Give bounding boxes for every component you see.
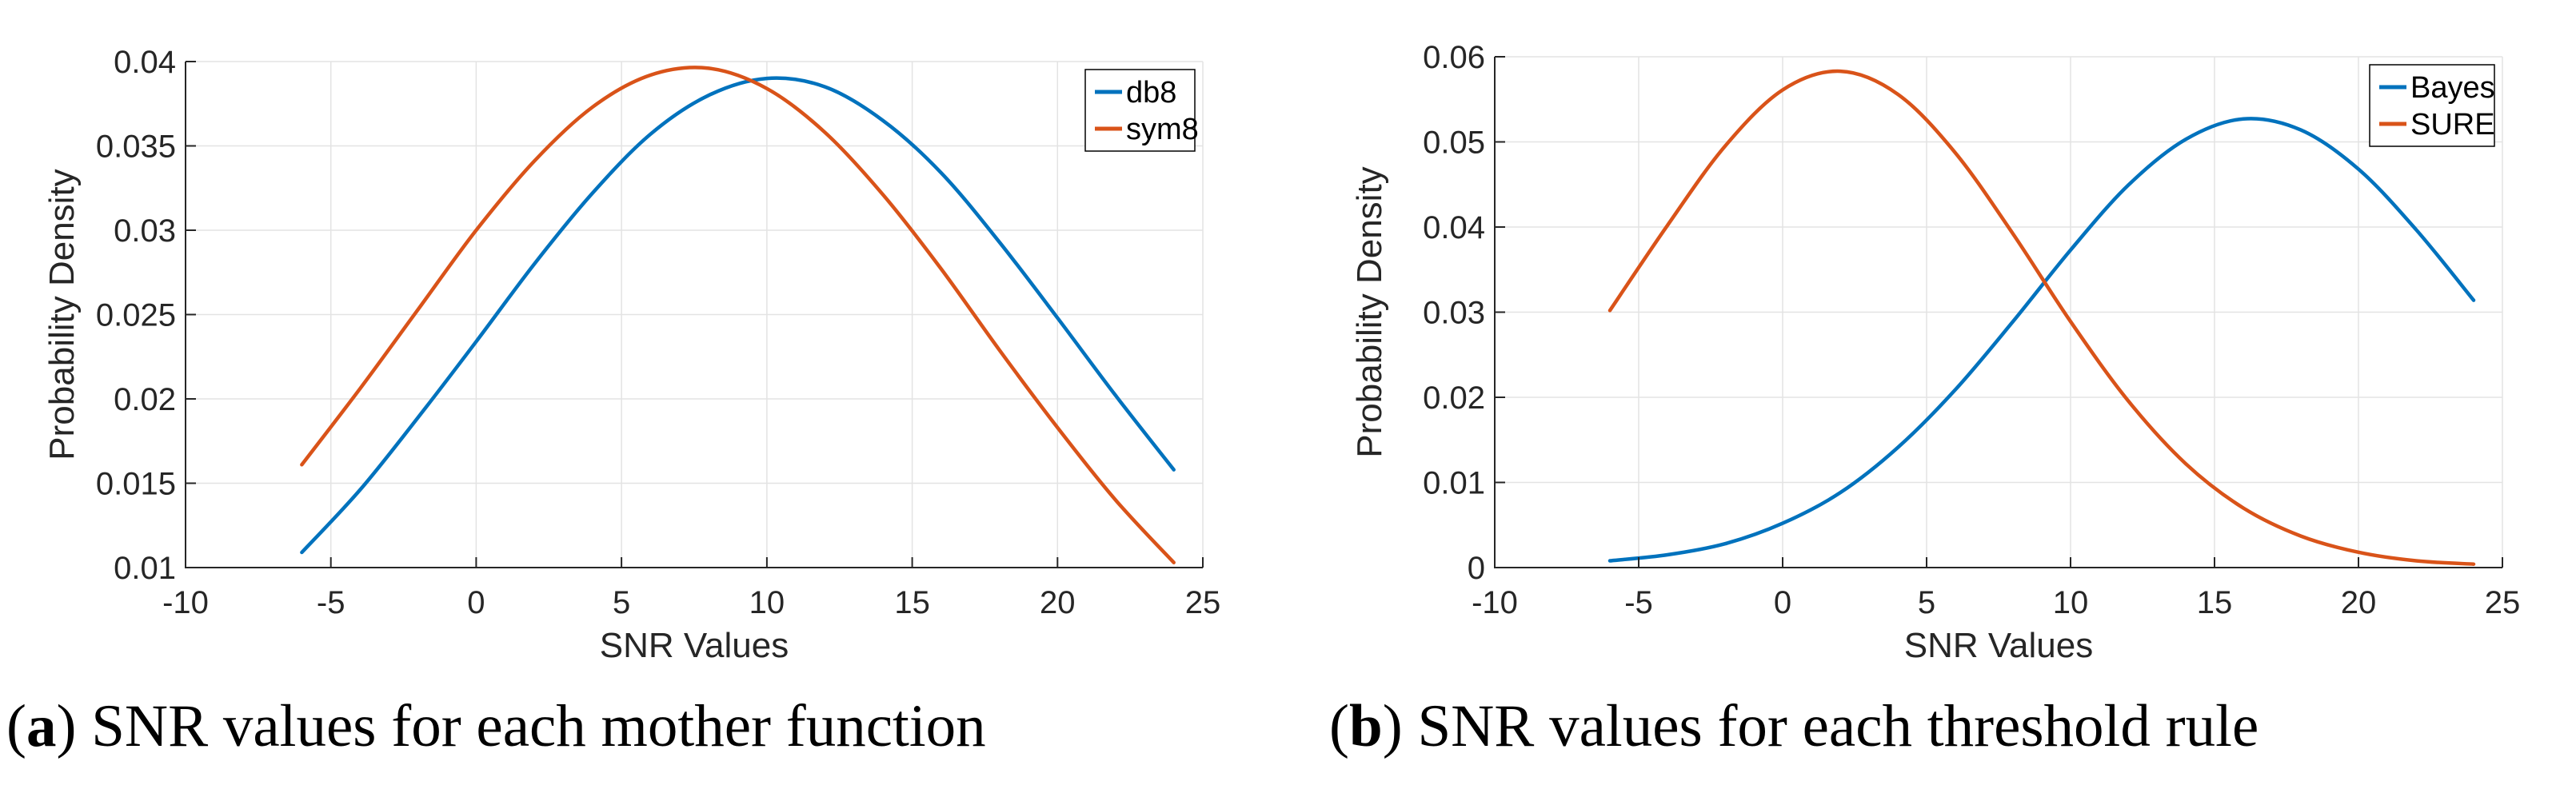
y-tick-label: 0 (1468, 551, 1485, 586)
caption-b-paren-close: ) (1382, 693, 1403, 759)
x-tick-label: -5 (1624, 585, 1653, 620)
legend-label-sure: SURE (2410, 108, 2495, 141)
caption-b: (b) SNR values for each threshold rule (1329, 696, 2258, 756)
legend-box (2369, 64, 2495, 147)
x-tick-label: 0 (467, 585, 485, 620)
curve-sym8 (300, 66, 1176, 564)
chart-a-canvas: -10 -5 0 5 10 15 20 25 0.01 0.015 0.02 0.025 0.03 0.0… (42, 45, 1221, 665)
x-tick-label: 10 (2053, 585, 2089, 620)
curve-db8 (300, 76, 1176, 555)
caption-b-letter: b (1348, 693, 1383, 759)
x-axis-label: SNR Values (600, 626, 789, 665)
legend-label-sym8: sym8 (1126, 113, 1199, 146)
x-tick-label: 5 (613, 585, 630, 620)
y-tick-label: 0.05 (1423, 126, 1485, 161)
x-tick-label: 15 (2197, 585, 2233, 620)
y-tick-label: 0.04 (114, 45, 176, 80)
x-tick-label: 25 (1185, 585, 1221, 620)
x-tick-label: -5 (317, 585, 345, 620)
x-axis-label: SNR Values (1904, 626, 2093, 665)
x-tick-label: 10 (749, 585, 785, 620)
x-tick-label: -10 (162, 585, 209, 620)
y-tick-label: 0.025 (96, 298, 176, 333)
y-tick-label: 0.02 (114, 382, 176, 417)
curve-sure (1608, 69, 2476, 566)
legend-label-db8: db8 (1126, 76, 1176, 110)
x-tick-label: 15 (894, 585, 930, 620)
x-tick-label: 20 (2341, 585, 2377, 620)
caption-a-letter: a (26, 693, 57, 759)
caption-b-text: SNR values for each threshold rule (1402, 693, 2259, 759)
chart-b-canvas: -10 -5 0 5 10 15 20 25 0 0.01 0.02 0.03 0.04 0.05 0.06… (1350, 40, 2521, 665)
x-tick-label: 5 (1918, 585, 1935, 620)
x-tick-label: 0 (1774, 585, 1791, 620)
y-axis-label: Probability Density (1350, 166, 1389, 457)
x-tick-label: 25 (2485, 585, 2521, 620)
y-tick-label: 0.04 (1423, 210, 1485, 245)
legend-label-bayes: Bayes (2410, 71, 2495, 105)
y-tick-label: 0.03 (1423, 296, 1485, 331)
y-tick-label: 0.03 (114, 213, 176, 249)
caption-a-paren-close: ) (56, 693, 77, 759)
caption-b-paren-open: ( (1329, 693, 1349, 759)
caption-a-text: SNR values for each mother function (76, 693, 986, 759)
x-tick-label: -10 (1472, 585, 1518, 620)
y-tick-label: 0.015 (96, 467, 176, 502)
legend-box (1084, 69, 1196, 152)
y-tick-label: 0.06 (1423, 40, 1485, 75)
curve-bayes (1608, 117, 2476, 563)
y-tick-label: 0.01 (1423, 466, 1485, 501)
y-tick-label: 0.01 (114, 551, 176, 586)
y-tick-label: 0.02 (1423, 381, 1485, 416)
y-axis-label: Probability Density (42, 169, 82, 460)
x-tick-label: 20 (1040, 585, 1076, 620)
caption-a-paren-open: ( (6, 693, 26, 759)
caption-a: (a) SNR values for each mother function (6, 696, 986, 756)
y-tick-label: 0.035 (96, 130, 176, 165)
